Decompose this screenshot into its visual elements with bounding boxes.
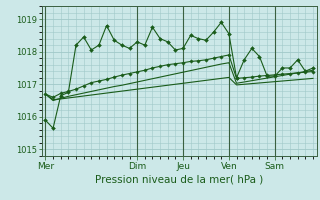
X-axis label: Pression niveau de la mer( hPa ): Pression niveau de la mer( hPa ) bbox=[95, 175, 263, 185]
